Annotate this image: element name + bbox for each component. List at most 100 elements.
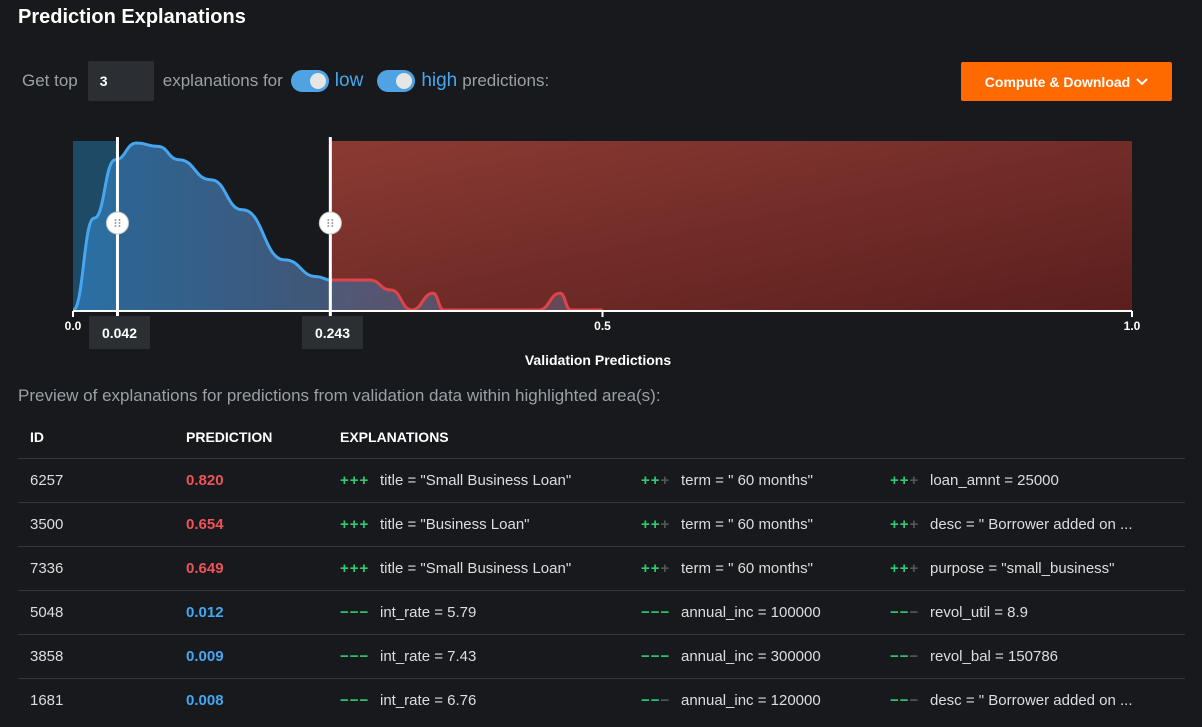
strength-weak: − <box>909 648 920 665</box>
handle-grip-dot <box>331 225 334 227</box>
header-prediction[interactable]: PREDICTION <box>186 429 273 445</box>
high-region <box>330 141 1132 310</box>
high-toggle[interactable] <box>377 70 416 92</box>
explanation-cell: +++ term = " 60 months" <box>641 458 890 503</box>
negative-strength-indicator: −−− <box>340 648 380 665</box>
row-id: 7336 <box>18 546 186 591</box>
explanation-text: annual_inc = 100000 <box>681 604 821 621</box>
low-threshold-handle[interactable] <box>105 211 129 235</box>
compute-download-button[interactable]: Compute & Download <box>961 62 1172 101</box>
table-row: 3858 0.009 −−− int_rate = 7.43 −−− annual_inc… <box>18 634 1185 679</box>
explanation-cell: +++ title = "Small Business Loan" <box>340 546 641 591</box>
preview-description: Preview of explanations for predictions … <box>18 386 661 405</box>
positive-strength-indicator: +++ <box>890 560 930 577</box>
positive-strength-indicator: +++ <box>340 560 380 577</box>
explanation-cell: −−− revol_util = 8.9 <box>890 590 1185 635</box>
explanation-cell: +++ title = "Business Loan" <box>340 502 641 547</box>
positive-strength-indicator: +++ <box>641 560 681 577</box>
explanation-cell: +++ desc = " Borrower added on ... <box>890 502 1185 547</box>
prediction-value: 0.008 <box>186 692 224 709</box>
strength-strong: −−− <box>641 604 671 621</box>
row-prediction: 0.008 <box>186 678 340 722</box>
explanations-for-label: explanations for <box>162 71 283 90</box>
explanation-cell: −−− int_rate = 5.79 <box>340 590 641 635</box>
explanation-cell: +++ term = " 60 months" <box>641 546 890 591</box>
negative-strength-indicator: −−− <box>641 692 681 709</box>
strength-strong: +++ <box>340 560 370 577</box>
explanation-text: title = "Small Business Loan" <box>380 472 572 489</box>
positive-strength-indicator: +++ <box>641 516 681 533</box>
row-id: 5048 <box>18 590 186 635</box>
explanation-text: title = "Business Loan" <box>380 516 530 533</box>
table-row: 3500 0.654 +++ title = "Business Loan" +++ te… <box>18 502 1185 547</box>
handle-grip-dot <box>331 222 334 224</box>
strength-weak: + <box>909 560 920 577</box>
prediction-value: 0.012 <box>186 604 224 621</box>
negative-strength-indicator: −−− <box>340 692 380 709</box>
explanation-cell: −−− revol_bal = 150786 <box>890 634 1185 679</box>
strength-strong: ++ <box>890 560 910 577</box>
negative-strength-indicator: −−− <box>890 604 930 621</box>
negative-strength-indicator: −−− <box>641 604 681 621</box>
explanation-text: int_rate = 5.79 <box>380 604 477 621</box>
handle-grip-dot <box>114 225 117 227</box>
strength-weak: + <box>660 472 671 489</box>
explanation-text: desc = " Borrower added on ... <box>930 692 1133 709</box>
low-label: low <box>334 70 364 91</box>
handle-grip-dot <box>331 219 334 221</box>
row-prediction: 0.009 <box>186 634 340 679</box>
prediction-value: 0.820 <box>186 472 224 489</box>
positive-strength-indicator: +++ <box>340 472 380 489</box>
header-id[interactable]: ID <box>30 429 44 445</box>
density-area <box>73 143 603 310</box>
strength-weak: + <box>909 516 920 533</box>
table-row: 6257 0.820 +++ title = "Small Business Loan… <box>18 458 1185 503</box>
row-id: 6257 <box>18 458 186 503</box>
strength-strong: ++ <box>890 472 910 489</box>
explanations-table: ID PREDICTION EXPLANATIONS 6257 0.820 +++ t… <box>18 416 1185 722</box>
explanation-text: int_rate = 7.43 <box>380 648 477 665</box>
density-line-low <box>71 141 331 312</box>
toggle-knob <box>309 73 326 89</box>
predictions-label: predictions: <box>462 71 550 90</box>
handle-grip-dot <box>118 225 121 227</box>
explanation-cell: −−− int_rate = 7.43 <box>340 634 641 679</box>
explanation-text: revol_util = 8.9 <box>930 604 1028 621</box>
negative-strength-indicator: −−− <box>641 648 681 665</box>
strength-weak: + <box>660 560 671 577</box>
strength-strong: ++ <box>890 516 910 533</box>
low-threshold-value[interactable]: 0.042 <box>89 316 150 349</box>
strength-weak: + <box>660 516 671 533</box>
row-id: 1681 <box>18 678 186 722</box>
row-prediction: 0.654 <box>186 502 340 547</box>
table-row: 1681 0.008 −−− int_rate = 6.76 −−− annual_inc… <box>18 678 1185 722</box>
table-row: 5048 0.012 −−− int_rate = 5.79 −−− annual_inc… <box>18 590 1185 635</box>
explanation-text: term = " 60 months" <box>681 516 813 533</box>
row-id: 3858 <box>18 634 186 679</box>
prediction-distribution-chart: 0.0 0.5 1.0 <box>65 137 1141 333</box>
explanation-cell: −−− annual_inc = 300000 <box>641 634 890 679</box>
positive-strength-indicator: +++ <box>340 516 380 533</box>
explanation-text: term = " 60 months" <box>681 472 813 489</box>
strength-strong: ++ <box>641 560 661 577</box>
explanation-cell: +++ purpose = "small_business" <box>890 546 1185 591</box>
row-prediction: 0.012 <box>186 590 340 635</box>
strength-weak: − <box>909 692 920 709</box>
x-axis-label: Validation Predictions <box>0 352 1202 368</box>
high-threshold-handle[interactable] <box>318 211 342 235</box>
explanation-cell: +++ title = "Small Business Loan" <box>340 458 641 503</box>
table-header-row: ID PREDICTION EXPLANATIONS <box>18 416 1185 459</box>
low-toggle[interactable] <box>290 70 329 92</box>
strength-strong: ++ <box>641 472 661 489</box>
x-tick-label: 1.0 <box>1124 319 1141 333</box>
explanation-cell: −−− desc = " Borrower added on ... <box>890 678 1185 722</box>
positive-strength-indicator: +++ <box>641 472 681 489</box>
negative-strength-indicator: −−− <box>890 692 930 709</box>
handle-grip-dot <box>118 219 121 221</box>
prediction-value: 0.649 <box>186 560 224 577</box>
explanation-cell: +++ loan_amnt = 25000 <box>890 458 1185 503</box>
top-count-input[interactable]: 3 <box>87 61 154 101</box>
high-threshold-value[interactable]: 0.243 <box>302 316 363 349</box>
explanation-controls: Get top 3 explanations for low high pred… <box>22 61 549 101</box>
toggle-knob <box>396 73 413 89</box>
